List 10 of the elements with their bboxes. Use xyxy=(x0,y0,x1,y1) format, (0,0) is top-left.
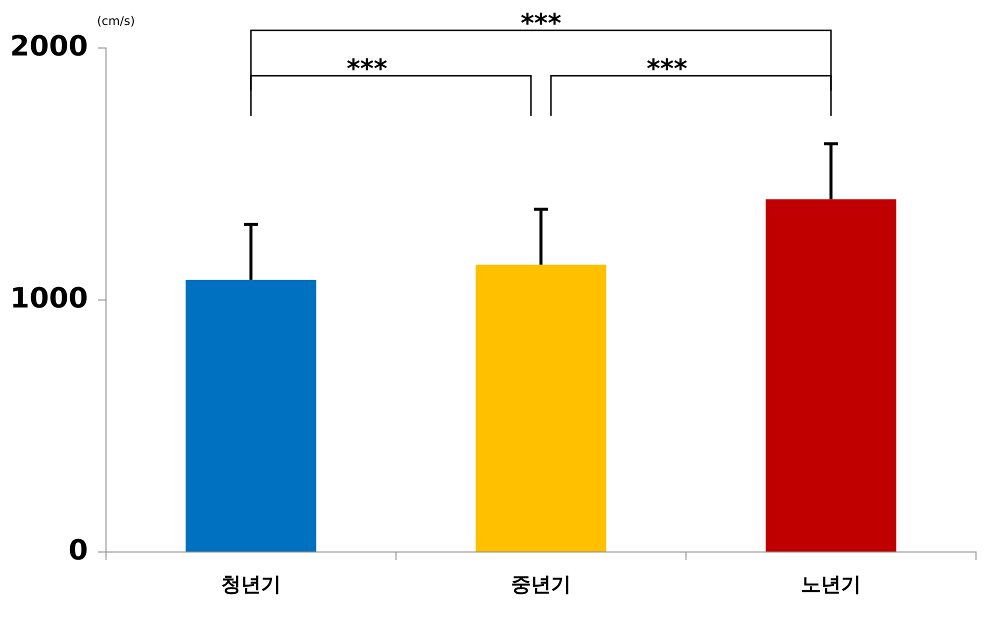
y-tick-label: 0 xyxy=(68,533,88,566)
x-tick-label: 청년기 xyxy=(220,572,281,596)
annotation: *** xyxy=(346,54,388,84)
annotation: *** xyxy=(646,54,688,84)
text: *** xyxy=(520,9,562,40)
y-tick-label: 1000 xyxy=(10,281,88,314)
x-tick-label: 중년기 xyxy=(510,572,571,596)
y-tick-label: 2000 xyxy=(10,29,88,62)
x-tick-label: 노년기 xyxy=(800,572,861,596)
y-axis-title: (cm/s) xyxy=(96,14,135,28)
